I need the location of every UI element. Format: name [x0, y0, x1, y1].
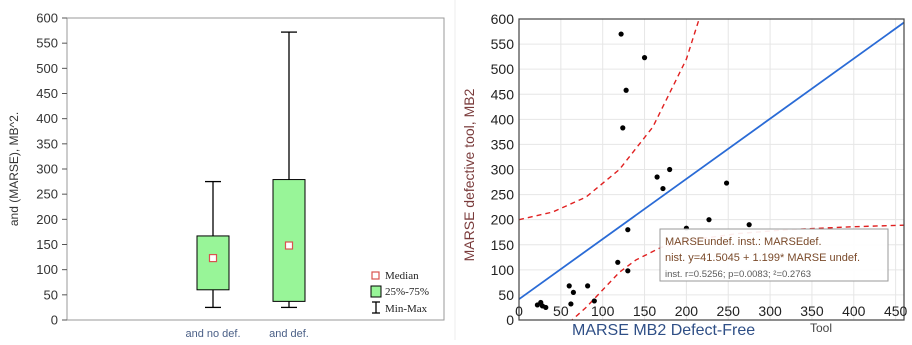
annotation-equation: nist. y=41.5045 + 1.199* MARSE undef.: [665, 252, 860, 264]
data-point: [660, 185, 666, 192]
y-tick-label: 200: [36, 212, 58, 227]
scatter-x-axis-label: MARSE MB2 Defect-Free: [572, 322, 755, 339]
legend-box-label: 25%-75%: [385, 286, 429, 298]
confidence-band-upper: [519, 19, 700, 221]
y-tick-label: 100: [491, 262, 515, 278]
data-point: [625, 227, 631, 233]
annotation-statistics: inst. r=0.5256; p=0.0083; ²=0.2763: [665, 269, 811, 280]
y-tick-label: 50: [44, 287, 58, 302]
data-point: [746, 222, 752, 228]
x-tick-label: 450: [884, 303, 908, 319]
y-tick-label: 100: [36, 262, 58, 277]
data-point: [570, 289, 577, 296]
iqr-box: [196, 235, 230, 291]
annotation-title: MARSEundef. inst.: MARSEdef.: [665, 236, 822, 248]
y-tick-label: 200: [491, 212, 515, 228]
median-marker: [284, 241, 294, 250]
box-plot-boxes: [196, 31, 306, 309]
x-tick-label: 100: [591, 303, 615, 319]
y-tick-label: 500: [36, 61, 58, 76]
data-point: [568, 301, 574, 307]
x-tick-label: 50: [553, 303, 569, 319]
data-point: [566, 283, 572, 289]
annotation-box: [659, 228, 889, 282]
legend-min-max-label: Min-Max: [385, 303, 428, 315]
box-plot-area: [66, 17, 445, 321]
min-max-legend-icon: [372, 301, 380, 314]
y-tick-label: 450: [491, 86, 515, 102]
scatter-y-axis-label: MARSE defective tool, MB2: [461, 88, 477, 261]
y-tick-label: 300: [36, 162, 58, 177]
x-tick-label: 300: [758, 303, 782, 319]
data-point: [723, 180, 730, 186]
box-range-legend-icon: [370, 285, 382, 298]
y-tick-label: 350: [36, 136, 58, 151]
y-tick-label: 600: [36, 11, 58, 26]
category-label: and def.: [269, 328, 309, 340]
scatter-y-ticks: 0 50 100 150 200 250 300 350 400 450 500 550 600: [491, 11, 515, 328]
box-plot-y-ticks: 0 50 100 150 200 250 300 350 400 450 500 550 600: [36, 11, 67, 328]
data-point: [591, 298, 597, 304]
x-tick-label: 250: [717, 303, 741, 319]
data-point: [667, 166, 673, 173]
category-label: and no def.: [185, 328, 240, 340]
data-point: [615, 259, 621, 265]
y-tick-label: 150: [491, 237, 515, 253]
data-point: [618, 31, 624, 37]
y-tick-label: 350: [491, 136, 515, 152]
y-tick-label: 550: [491, 36, 515, 52]
data-point: [641, 55, 648, 61]
y-tick-label: 600: [491, 11, 515, 27]
x-tick-label: 0: [515, 303, 523, 319]
y-tick-label: 0: [51, 313, 58, 328]
y-tick-label: 250: [36, 187, 58, 202]
data-point: [585, 283, 591, 289]
data-point: [625, 268, 631, 274]
data-point: [623, 87, 629, 93]
median-marker: [208, 253, 218, 263]
box-plot-chart: 0 50 100 150 200 250 300 350 400 450 500 550 600 and…: [7, 11, 445, 340]
legend-median-label: Median: [385, 270, 419, 282]
y-tick-label: 0: [506, 312, 514, 328]
box-1: [272, 31, 306, 309]
x-tick-label: 350: [800, 303, 824, 319]
scatter-x-ticks: 0 50 100 150 200 250 300 350 400 450: [515, 303, 907, 319]
scatter-plot-frame: [518, 18, 905, 321]
median-legend-icon: [371, 271, 380, 280]
y-tick-label: 150: [36, 237, 58, 252]
data-point: [706, 217, 712, 223]
box-plot-categories: and no def. and def.: [185, 328, 308, 340]
y-tick-label: 300: [491, 162, 515, 178]
y-tick-label: 550: [36, 36, 58, 51]
scatter-x-axis-label-suffix: Tool: [810, 321, 832, 335]
box-0: [196, 180, 230, 309]
y-tick-label: 400: [491, 111, 515, 127]
regression-line: [519, 21, 904, 300]
y-tick-label: 50: [498, 287, 514, 303]
regression-annotation: MARSEundef. inst.: MARSEdef. nist. y=41.…: [659, 228, 889, 282]
data-point: [620, 125, 626, 131]
x-tick-label: 200: [675, 303, 699, 319]
y-tick-label: 250: [491, 187, 515, 203]
box-plot-y-axis-label: and (MARSE), MB^2.: [7, 112, 21, 226]
y-tick-label: 400: [36, 111, 58, 126]
x-tick-label: 400: [842, 303, 866, 319]
data-point: [654, 174, 660, 180]
data-point: [543, 304, 549, 311]
iqr-box: [272, 179, 306, 302]
y-tick-label: 500: [491, 61, 515, 77]
x-tick-label: 150: [633, 303, 657, 319]
y-tick-label: 450: [36, 86, 58, 101]
box-plot-legend: Median 25%-75% Min-Max: [370, 270, 429, 315]
scatter-points: [534, 31, 752, 311]
